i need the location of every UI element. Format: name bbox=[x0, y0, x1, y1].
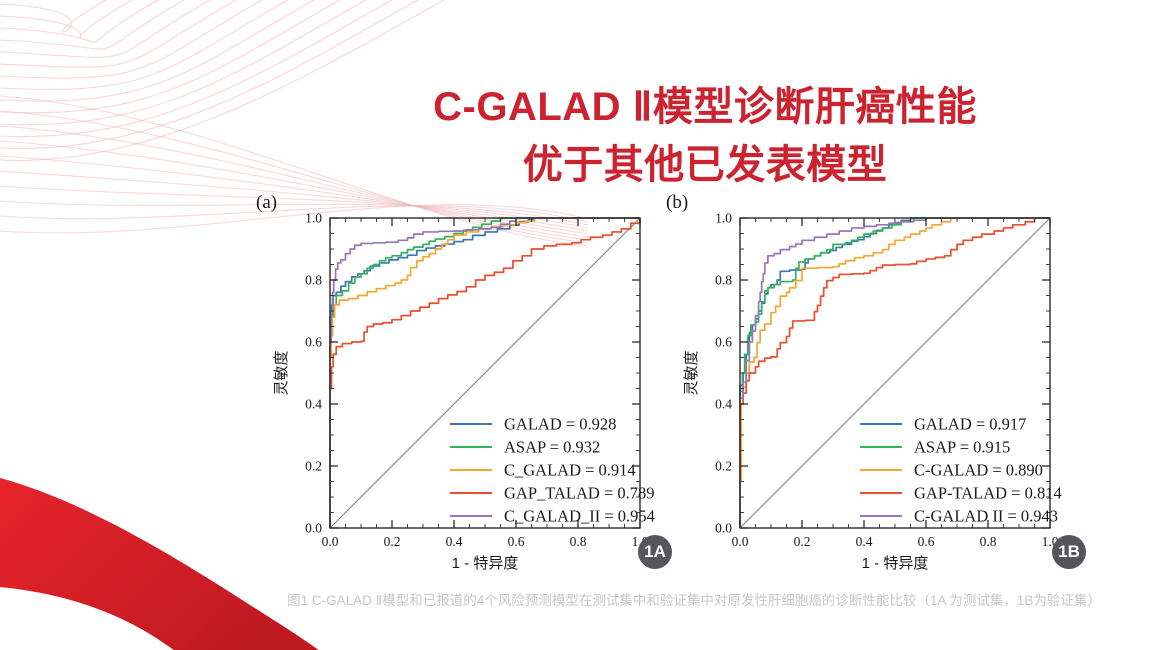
wave-line bbox=[0, 0, 212, 58]
roc-chart-panel-b: (b) 0.0 0.0 0.2 0.2 0.4 0.4 0.6 0.6 0.8 0.8 1.0 1.0 1… bbox=[660, 190, 1080, 580]
wave-line bbox=[0, 110, 589, 244]
panel-label: (a) bbox=[256, 192, 277, 213]
legend-label: C-GALAD II = 0.943 bbox=[914, 507, 1058, 526]
x-tick-label: 0.6 bbox=[918, 534, 935, 549]
roc-curve-ASAP bbox=[739, 217, 1050, 528]
legend-label: GALAD = 0.917 bbox=[914, 415, 1026, 434]
wave-line bbox=[0, 0, 186, 50]
legend-label: GAP_TALAD = 0.789 bbox=[504, 484, 655, 503]
x-tick-label: 0.4 bbox=[856, 534, 873, 549]
wave-line bbox=[0, 0, 419, 150]
y-tick-label: 0.2 bbox=[305, 459, 322, 474]
slide-title-line1: C-GALAD Ⅱ模型诊断肝癌性能 bbox=[433, 85, 977, 129]
roc-curve-C-GALAD-II bbox=[739, 217, 1050, 528]
x-tick-label: 0.0 bbox=[732, 534, 749, 549]
wave-line bbox=[0, 205, 589, 223]
legend-label: ASAP = 0.932 bbox=[504, 438, 600, 457]
decorative-wave-lines bbox=[0, 0, 589, 247]
y-axis-label: 灵敏度 bbox=[273, 350, 290, 395]
roc-curve-GAP-TALAD bbox=[329, 218, 641, 528]
y-tick-label: 0.0 bbox=[305, 521, 322, 536]
figure-badge-1b: 1B bbox=[1052, 535, 1086, 569]
slide-title-line2: 优于其他已发表模型 bbox=[522, 143, 888, 187]
y-tick-label: 0.4 bbox=[305, 397, 322, 412]
wave-line bbox=[0, 0, 160, 43]
diagonal-reference-line bbox=[329, 217, 641, 529]
legend-label: GALAD = 0.928 bbox=[504, 415, 616, 434]
wave-line bbox=[0, 0, 238, 68]
wave-line bbox=[0, 0, 264, 79]
y-tick-label: 0.8 bbox=[305, 273, 322, 288]
x-tick-label: 0.8 bbox=[980, 534, 997, 549]
red-swoosh-shape bbox=[0, 478, 319, 650]
roc-chart-svg: (b)0.00.00.20.20.40.40.60.60.80.81.01.01… bbox=[666, 192, 1062, 572]
legend-label: C_GALAD = 0.914 bbox=[504, 461, 636, 480]
decorative-red-swoosh bbox=[0, 478, 319, 650]
wave-line bbox=[0, 0, 289, 90]
wave-line bbox=[0, 125, 589, 241]
wave-line bbox=[0, 0, 393, 138]
wave-line bbox=[0, 0, 445, 162]
wave-line bbox=[0, 170, 589, 232]
diagonal-reference-line bbox=[739, 217, 1051, 529]
y-axis-label: 灵敏度 bbox=[683, 350, 700, 395]
legend-label: C_GALAD_II = 0.954 bbox=[504, 507, 655, 526]
y-tick-label: 0.4 bbox=[715, 397, 732, 412]
wave-line bbox=[0, 185, 589, 229]
wave-line bbox=[0, 0, 367, 126]
y-tick-label: 0.2 bbox=[715, 459, 732, 474]
wave-line bbox=[0, 0, 108, 33]
figure-caption: 图1 C-GALAD Ⅱ模型和已报道的4个风险预测模型在测试集中和验证集中对原发… bbox=[287, 593, 1101, 608]
figure-badge-1a: 1A bbox=[638, 535, 672, 569]
legend-label: ASAP = 0.915 bbox=[914, 438, 1010, 457]
roc-curve-C-GALAD-II bbox=[329, 217, 640, 528]
wave-line bbox=[0, 204, 589, 234]
x-axis-label: 1 - 特异度 bbox=[862, 555, 929, 572]
x-tick-label: 0.0 bbox=[322, 534, 339, 549]
slide-title: C-GALAD Ⅱ模型诊断肝癌性能 优于其他已发表模型 bbox=[380, 78, 1030, 194]
panel-label: (b) bbox=[666, 192, 688, 213]
legend-label: GAP-TALAD = 0.814 bbox=[914, 484, 1062, 503]
x-tick-label: 0.2 bbox=[384, 534, 401, 549]
y-tick-label: 0.6 bbox=[305, 335, 322, 350]
y-tick-label: 0.8 bbox=[715, 273, 732, 288]
wave-line bbox=[0, 95, 589, 247]
wave-line bbox=[0, 0, 315, 102]
x-tick-label: 0.2 bbox=[794, 534, 811, 549]
y-tick-label: 1.0 bbox=[715, 211, 732, 226]
x-tick-label: 0.4 bbox=[446, 534, 463, 549]
y-tick-label: 1.0 bbox=[305, 211, 322, 226]
y-tick-label: 0.0 bbox=[715, 521, 732, 536]
wave-line bbox=[0, 0, 134, 38]
roc-curve-GAP-TALAD bbox=[739, 217, 1050, 528]
x-tick-label: 0.6 bbox=[508, 534, 525, 549]
x-tick-label: 0.8 bbox=[570, 534, 587, 549]
legend-label: C-GALAD = 0.890 bbox=[914, 461, 1043, 480]
roc-chart-svg: (a)0.00.00.20.20.40.40.60.60.80.81.01.01… bbox=[256, 192, 655, 572]
roc-curve-C-GALAD bbox=[739, 217, 1050, 528]
wave-line bbox=[0, 0, 341, 114]
roc-curve-GALAD bbox=[329, 217, 640, 528]
x-axis-label: 1 - 特异度 bbox=[452, 555, 519, 572]
wave-line bbox=[0, 200, 589, 226]
roc-chart-panel-a: (a)0.00.00.20.20.40.40.60.60.80.81.01.01… bbox=[250, 190, 670, 580]
y-tick-label: 0.6 bbox=[715, 335, 732, 350]
